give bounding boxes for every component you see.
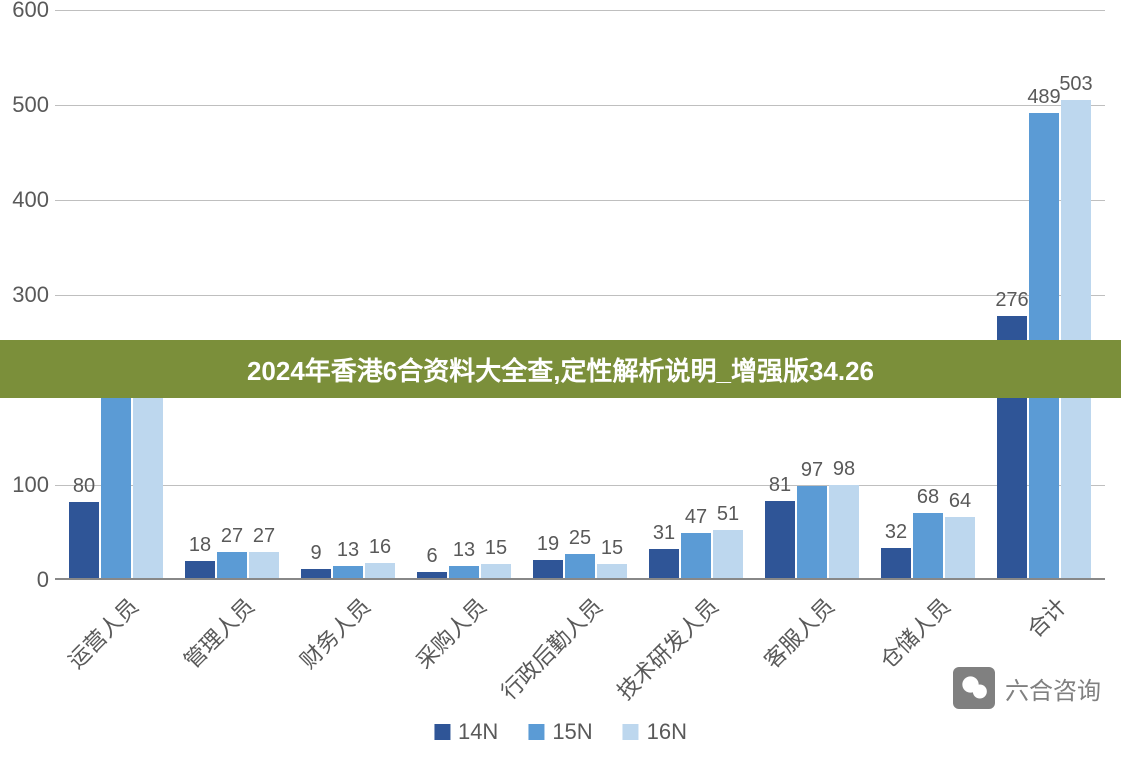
bar bbox=[449, 566, 479, 578]
bar-value-label: 25 bbox=[569, 527, 591, 550]
bar-value-label: 6 bbox=[426, 545, 437, 568]
bar bbox=[945, 517, 975, 578]
bar bbox=[185, 561, 215, 578]
legend-label: 15N bbox=[552, 719, 592, 745]
legend-label: 16N bbox=[647, 719, 687, 745]
bar-value-label: 503 bbox=[1059, 73, 1092, 96]
bar-value-label: 32 bbox=[885, 521, 907, 544]
bar bbox=[301, 569, 331, 578]
bar bbox=[69, 502, 99, 578]
xtick-label: 技术研发人员 bbox=[609, 590, 725, 706]
bar-value-label: 27 bbox=[253, 525, 275, 548]
bar-value-label: 31 bbox=[653, 522, 675, 545]
ytick-label: 300 bbox=[1, 282, 49, 308]
bar bbox=[217, 552, 247, 578]
legend-item: 16N bbox=[623, 719, 687, 745]
gridline bbox=[55, 105, 1105, 106]
watermark: 六合咨询 bbox=[953, 667, 1101, 709]
bar bbox=[101, 389, 131, 578]
bar-value-label: 68 bbox=[917, 486, 939, 509]
bar bbox=[533, 560, 563, 578]
bar-value-label: 19 bbox=[537, 533, 559, 556]
xtick-label: 行政后勤人员 bbox=[493, 590, 609, 706]
legend-label: 14N bbox=[458, 719, 498, 745]
bar bbox=[649, 549, 679, 578]
bar-value-label: 80 bbox=[73, 475, 95, 498]
bar bbox=[565, 554, 595, 578]
bar-value-label: 13 bbox=[453, 539, 475, 562]
bar bbox=[913, 513, 943, 578]
legend: 14N 15N 16N bbox=[434, 719, 687, 745]
bar bbox=[333, 566, 363, 578]
xtick-label: 管理人员 bbox=[176, 590, 261, 675]
gridline bbox=[55, 200, 1105, 201]
xtick-label: 客服人员 bbox=[756, 590, 841, 675]
chart-container: 8019921718272791316613151925153147518197… bbox=[0, 0, 1121, 757]
watermark-text: 六合咨询 bbox=[1005, 671, 1101, 706]
bar bbox=[417, 572, 447, 578]
gridline bbox=[55, 10, 1105, 11]
bar bbox=[481, 564, 511, 578]
bar-value-label: 276 bbox=[995, 289, 1028, 312]
bar-value-label: 81 bbox=[769, 474, 791, 497]
bar-value-label: 489 bbox=[1027, 86, 1060, 109]
xtick-label: 财务人员 bbox=[292, 590, 377, 675]
legend-swatch bbox=[623, 724, 639, 740]
xtick-label: 合计 bbox=[1019, 590, 1073, 644]
bar-value-label: 47 bbox=[685, 506, 707, 529]
bar bbox=[133, 372, 163, 578]
xtick-label: 采购人员 bbox=[408, 590, 493, 675]
ytick-label: 400 bbox=[1, 187, 49, 213]
bar-value-label: 15 bbox=[601, 537, 623, 560]
bar-value-label: 97 bbox=[801, 459, 823, 482]
bar bbox=[597, 564, 627, 578]
bar bbox=[797, 486, 827, 578]
bar bbox=[681, 533, 711, 578]
bar bbox=[713, 530, 743, 578]
wechat-icon bbox=[953, 667, 995, 709]
ytick-label: 500 bbox=[1, 92, 49, 118]
legend-swatch bbox=[434, 724, 450, 740]
ytick-label: 600 bbox=[1, 0, 49, 23]
gridline bbox=[55, 485, 1105, 486]
ytick-label: 0 bbox=[1, 567, 49, 593]
bar-value-label: 18 bbox=[189, 534, 211, 557]
xtick-label: 运营人员 bbox=[60, 590, 145, 675]
bar-value-label: 16 bbox=[369, 536, 391, 559]
bar bbox=[249, 552, 279, 578]
gridline bbox=[55, 295, 1105, 296]
bar-value-label: 15 bbox=[485, 537, 507, 560]
overlay-text: 2024年香港6合资料大全查,定性解析说明_增强版34.26 bbox=[247, 351, 874, 388]
xtick-label: 仓储人员 bbox=[872, 590, 957, 675]
bar-value-label: 13 bbox=[337, 539, 359, 562]
overlay-banner: 2024年香港6合资料大全查,定性解析说明_增强版34.26 bbox=[0, 340, 1121, 398]
bar-value-label: 64 bbox=[949, 490, 971, 513]
ytick-label: 100 bbox=[1, 472, 49, 498]
bar bbox=[829, 485, 859, 578]
legend-swatch bbox=[528, 724, 544, 740]
legend-item: 15N bbox=[528, 719, 592, 745]
bar bbox=[881, 548, 911, 578]
bar-value-label: 27 bbox=[221, 525, 243, 548]
bar-value-label: 9 bbox=[310, 542, 321, 565]
bar-value-label: 51 bbox=[717, 503, 739, 526]
bar-value-label: 98 bbox=[833, 458, 855, 481]
bar bbox=[365, 563, 395, 578]
plot-area: 8019921718272791316613151925153147518197… bbox=[55, 10, 1105, 580]
legend-item: 14N bbox=[434, 719, 498, 745]
bar bbox=[765, 501, 795, 578]
